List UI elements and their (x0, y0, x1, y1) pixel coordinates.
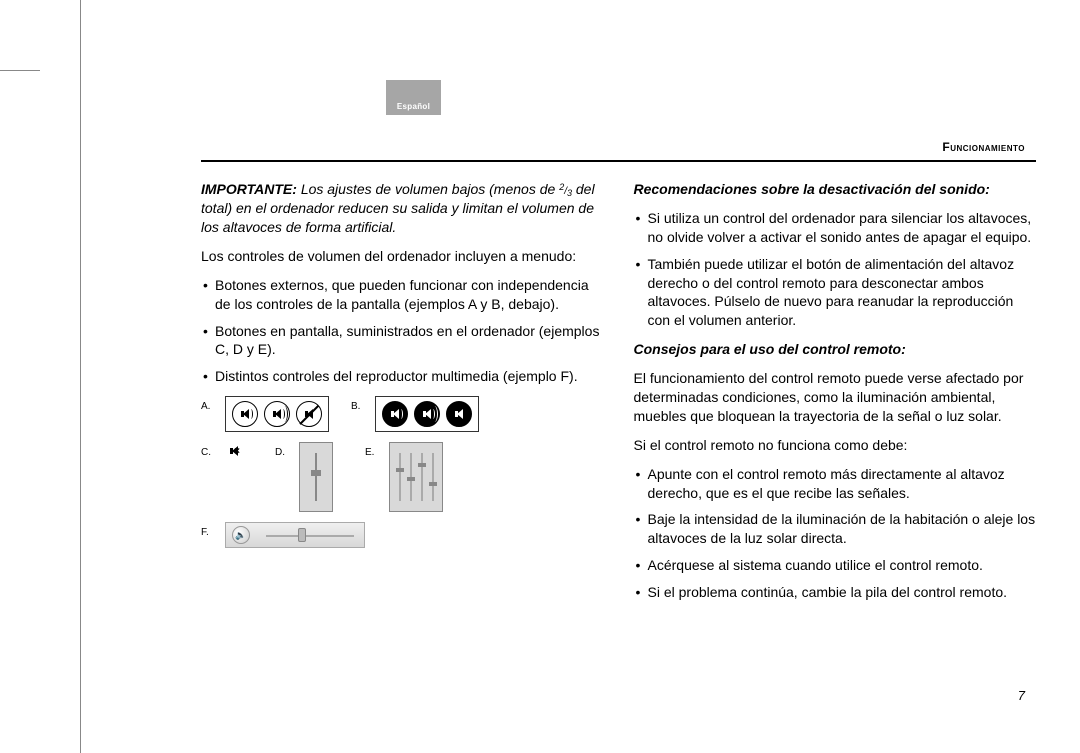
figure-f-media-player: 🔈 (225, 522, 365, 548)
figure-label-d: D. (275, 442, 291, 460)
figure-e-equalizer (389, 442, 443, 512)
section-title: Funcionamiento (942, 140, 1025, 154)
list-item: Botones en pantalla, suministrados en el… (201, 322, 604, 360)
figure-c-tray-icon: × (225, 442, 243, 460)
right-list-2: Apunte con el control remoto más directa… (634, 465, 1037, 602)
mute-x-icon: × (234, 445, 240, 459)
right-subhead-1: Recomendaciones sobre la desactivación d… (634, 180, 1037, 199)
section-rule (201, 160, 1036, 162)
figure-row-f: F. 🔈 (201, 522, 604, 548)
right-list-1: Si utiliza un control del ordenador para… (634, 209, 1037, 330)
figure-a (225, 396, 329, 432)
list-item: Distintos controles del reproductor mult… (201, 367, 604, 386)
figure-label-f: F. (201, 522, 217, 540)
mute-icon (296, 401, 322, 427)
page-number: 7 (1018, 688, 1025, 703)
right-p1: El funcionamiento del control remoto pue… (634, 369, 1037, 426)
language-tab: Español (386, 80, 441, 115)
figure-label-b: B. (351, 396, 367, 414)
list-item: Baje la intensidad de la iluminación de … (634, 510, 1037, 548)
volume-down-icon (382, 401, 408, 427)
important-note: IMPORTANTE: Los ajustes de volumen bajos… (201, 180, 604, 237)
figure-label-e: E. (365, 442, 381, 460)
volume-up-icon (414, 401, 440, 427)
figure-row-ab: A. B. (201, 396, 604, 432)
left-intro: Los controles de volumen del ordenador i… (201, 247, 604, 266)
speaker-icon: 🔈 (232, 526, 250, 544)
volume-up-icon (264, 401, 290, 427)
important-label: IMPORTANTE: (201, 181, 297, 197)
right-p2: Si el control remoto no funciona como de… (634, 436, 1037, 455)
right-subhead-2: Consejos para el uso del control remoto: (634, 340, 1037, 359)
list-item: Acérquese al sistema cuando utilice el c… (634, 556, 1037, 575)
figure-label-a: A. (201, 396, 217, 414)
figure-row-cde: C. × D. E. (201, 442, 604, 512)
figure-d-slider (299, 442, 333, 512)
left-list: Botones externos, que pueden funcionar c… (201, 276, 604, 386)
list-item: Si el problema continúa, cambie la pila … (634, 583, 1037, 602)
right-column: Recomendaciones sobre la desactivación d… (634, 180, 1037, 612)
mute-icon (446, 401, 472, 427)
important-text-a: Los ajustes de volumen bajos (menos de (301, 181, 559, 197)
list-item: Apunte con el control remoto más directa… (634, 465, 1037, 503)
list-item: También puede utilizar el botón de alime… (634, 255, 1037, 331)
frac-num: 2 (559, 182, 564, 192)
page: Español Funcionamiento IMPORTANTE: Los a… (80, 0, 1070, 753)
figure-b (375, 396, 479, 432)
figure-label-c: C. (201, 442, 217, 460)
list-item: Si utiliza un control del ordenador para… (634, 209, 1037, 247)
columns: IMPORTANTE: Los ajustes de volumen bajos… (201, 180, 1036, 612)
important-fraction: 2/3 (559, 186, 572, 197)
volume-down-icon (232, 401, 258, 427)
crop-mark (0, 70, 40, 71)
left-column: IMPORTANTE: Los ajustes de volumen bajos… (201, 180, 604, 612)
list-item: Botones externos, que pueden funcionar c… (201, 276, 604, 314)
figure-grid: A. B. (201, 396, 604, 548)
